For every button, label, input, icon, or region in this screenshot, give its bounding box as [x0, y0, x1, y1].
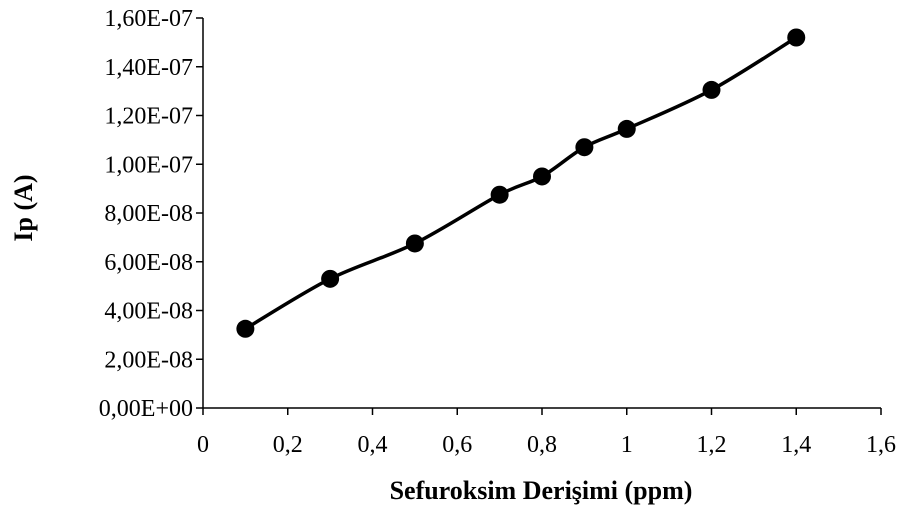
data-point	[702, 80, 721, 99]
y-tick-label: 1,40E-07	[104, 55, 193, 81]
x-tick-label: 0	[197, 432, 209, 458]
x-tick-label: 1,2	[697, 432, 727, 458]
data-point	[490, 185, 509, 204]
x-tick-label: 0,4	[358, 432, 388, 458]
x-tick-label: 1	[621, 432, 633, 458]
y-tick-label: 0,00E+00	[99, 396, 193, 422]
x-tick-label: 0,6	[442, 432, 472, 458]
data-point	[236, 319, 255, 338]
x-axis-ticks: 0 0,2 0,4 0,6 0,8 1 1,2 1,4 1,6	[197, 408, 896, 458]
data-point	[575, 138, 594, 157]
data-point	[787, 28, 806, 47]
axes	[202, 18, 881, 409]
x-tick-label: 0,8	[527, 432, 557, 458]
data-point	[533, 167, 551, 186]
y-tick-label: 8,00E-08	[104, 201, 193, 227]
y-axis-ticks: 0,00E+00 2,00E-08 4,00E-08 6,00E-08 8,00E-08…	[99, 6, 203, 422]
data-point	[321, 269, 340, 288]
x-tick-label: 0,2	[273, 432, 303, 458]
y-tick-label: 4,00E-08	[104, 299, 193, 325]
data-point	[617, 119, 636, 138]
y-tick-label: 6,00E-08	[104, 250, 193, 276]
y-axis-title: Ip (A)	[9, 174, 38, 241]
x-tick-label: 1,6	[866, 432, 896, 458]
y-tick-label: 1,00E-07	[104, 152, 193, 178]
series-group	[236, 28, 806, 338]
x-axis-title: Sefuroksim Derişimi (ppm)	[390, 476, 693, 505]
x-tick-label: 1,4	[781, 432, 811, 458]
y-tick-label: 1,20E-07	[104, 104, 193, 130]
y-tick-label: 1,60E-07	[104, 6, 193, 32]
y-tick-label: 2,00E-08	[104, 347, 193, 373]
data-point	[405, 234, 424, 253]
